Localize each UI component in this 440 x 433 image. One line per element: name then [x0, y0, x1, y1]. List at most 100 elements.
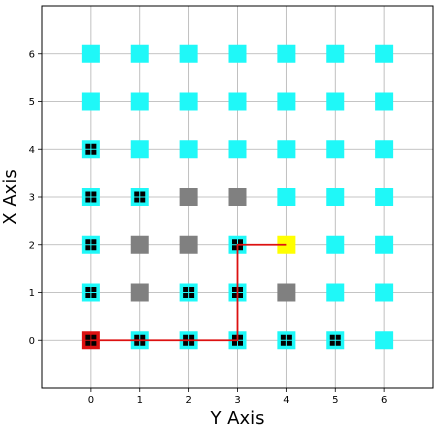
x-tick-label: 5 [332, 395, 338, 406]
open-cell [326, 92, 345, 111]
open-cell [326, 235, 345, 254]
visited-marker-square [232, 340, 237, 346]
visited-marker [280, 334, 292, 346]
visited-marker-square [189, 340, 195, 346]
visited-marker [85, 334, 97, 346]
open-cell [81, 44, 100, 63]
visited-marker-square [189, 293, 195, 298]
x-tick-label: 2 [185, 395, 191, 406]
x-tick-label: 3 [234, 395, 240, 406]
open-cell [130, 44, 149, 63]
visited-marker-square [189, 287, 195, 292]
visited-marker-square [286, 340, 292, 346]
y-axis-title: X Axis [0, 169, 21, 224]
visited-marker-square [238, 287, 243, 292]
open-cell [81, 235, 100, 254]
open-cell [326, 283, 345, 302]
visited-marker [183, 287, 195, 298]
visited-marker-square [85, 239, 91, 245]
open-cell [81, 140, 100, 159]
visited-marker-square [183, 334, 189, 340]
open-cell [375, 331, 394, 350]
visited-marker-square [91, 293, 97, 298]
open-cell [228, 44, 247, 63]
open-cell [130, 140, 149, 159]
open-cell [81, 283, 100, 302]
open-cell [326, 140, 345, 159]
open-cell [326, 188, 345, 206]
visited-marker-square [232, 293, 237, 298]
open-cell [375, 44, 394, 63]
open-cell [277, 331, 296, 350]
visited-marker [85, 143, 97, 155]
visited-marker-square [232, 334, 237, 340]
open-cell [277, 92, 296, 111]
open-cell [179, 140, 198, 159]
visited-marker [134, 191, 146, 203]
visited-marker-square [85, 340, 91, 346]
visited-marker-square [329, 334, 335, 340]
path-polyline [90, 243, 287, 342]
open-cell [326, 331, 345, 350]
visited-marker-square [286, 334, 292, 340]
visited-marker-square [189, 334, 195, 340]
open-cell [326, 44, 345, 63]
open-cell [375, 140, 394, 159]
visited-marker-square [238, 340, 243, 346]
visited-marker-square [140, 340, 146, 346]
visited-marker-square [85, 143, 91, 149]
visited-marker [232, 287, 243, 298]
visited-marker-square [85, 287, 91, 292]
visited-marker-square [232, 245, 237, 251]
visited-marker-square [85, 149, 91, 155]
visited-marker-square [91, 334, 97, 340]
open-cell [179, 283, 198, 302]
blocked-cell [277, 283, 296, 302]
visited-marker-square [85, 293, 91, 298]
visited-marker-square [183, 340, 189, 346]
open-cell [375, 92, 394, 111]
x-axis-title: Y Axis [209, 408, 264, 429]
y-tick-label: 0 [29, 336, 35, 347]
x-tick-label: 1 [137, 395, 143, 406]
visited-marker-square [91, 197, 97, 203]
visited-marker-square [85, 191, 91, 197]
visited-marker-square [91, 287, 97, 292]
visited-marker-square [85, 245, 91, 251]
visited-marker-square [329, 340, 335, 346]
visited-marker-square [140, 191, 146, 197]
visited-marker [329, 334, 341, 346]
visited-marker-square [238, 239, 243, 245]
x-tick-label: 4 [283, 395, 289, 406]
y-tick-label: 4 [29, 145, 35, 156]
visited-marker-square [91, 239, 97, 245]
y-tick-label: 2 [29, 240, 35, 251]
visited-marker-square [335, 334, 341, 340]
visited-marker-square [85, 197, 91, 203]
visited-marker-square [134, 340, 140, 346]
visited-marker-square [134, 334, 140, 340]
blocked-cell [179, 235, 198, 254]
visited-marker [183, 334, 195, 346]
visited-marker-square [183, 287, 189, 292]
visited-marker-square [280, 334, 286, 340]
open-cell [375, 283, 394, 302]
open-cell [228, 140, 247, 159]
visited-marker [232, 334, 243, 346]
visited-marker-square [335, 340, 341, 346]
visited-marker-square [183, 293, 189, 298]
blocked-cell [130, 235, 149, 254]
open-cell [375, 235, 394, 254]
x-tick-label: 0 [88, 395, 94, 406]
visited-marker-square [85, 334, 91, 340]
visited-marker [134, 334, 146, 346]
open-cell [179, 44, 198, 63]
visited-marker [85, 191, 97, 203]
open-cell [130, 188, 149, 206]
visited-marker-square [91, 245, 97, 251]
visited-marker-square [238, 245, 243, 251]
y-tick-label: 3 [29, 193, 35, 204]
open-cell [277, 44, 296, 63]
y-tick-label: 6 [29, 49, 35, 60]
